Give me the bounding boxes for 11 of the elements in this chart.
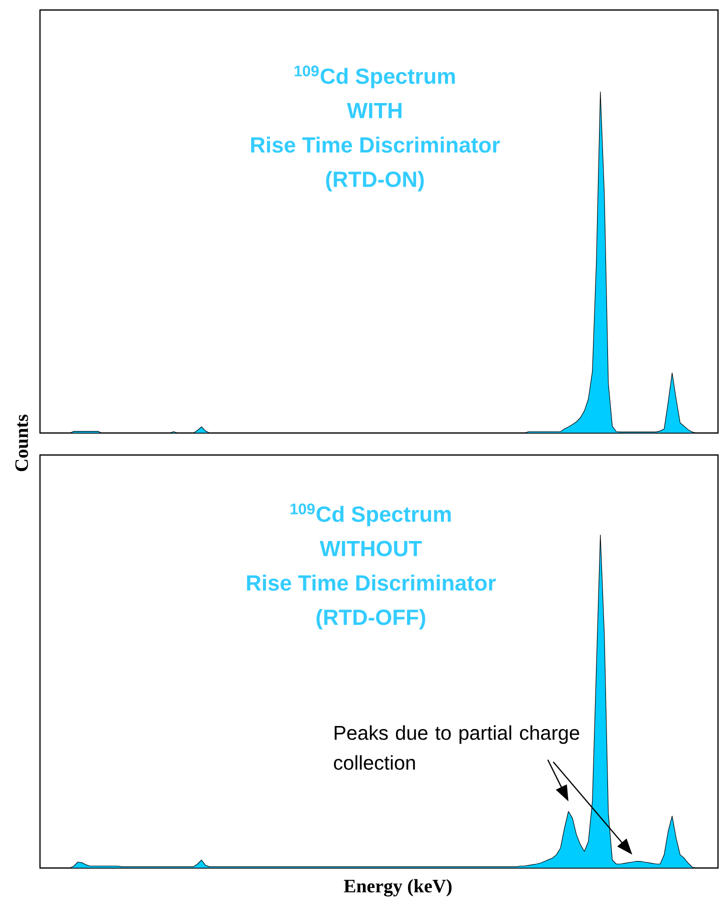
annotation: Peaks due to partial charge collection (334, 725, 580, 770)
x-axis-title: Energy (keV) (344, 879, 452, 896)
chart-subtitle: WITHOUT (320, 540, 422, 556)
y-axis-title: Counts (15, 414, 28, 472)
annotation: Rise Time Discriminator (247, 574, 496, 591)
annotation: (RTD-OFF) (316, 608, 426, 630)
chart-subtitle: WITH (346, 103, 402, 118)
annotation: (RTD-ON) (326, 170, 424, 192)
chart-title: $^{109}$Cd Spectrum (290, 504, 451, 526)
chart-title: $^{109}$Cd Spectrum (294, 66, 455, 88)
annotation: Rise Time Discriminator (251, 136, 500, 153)
